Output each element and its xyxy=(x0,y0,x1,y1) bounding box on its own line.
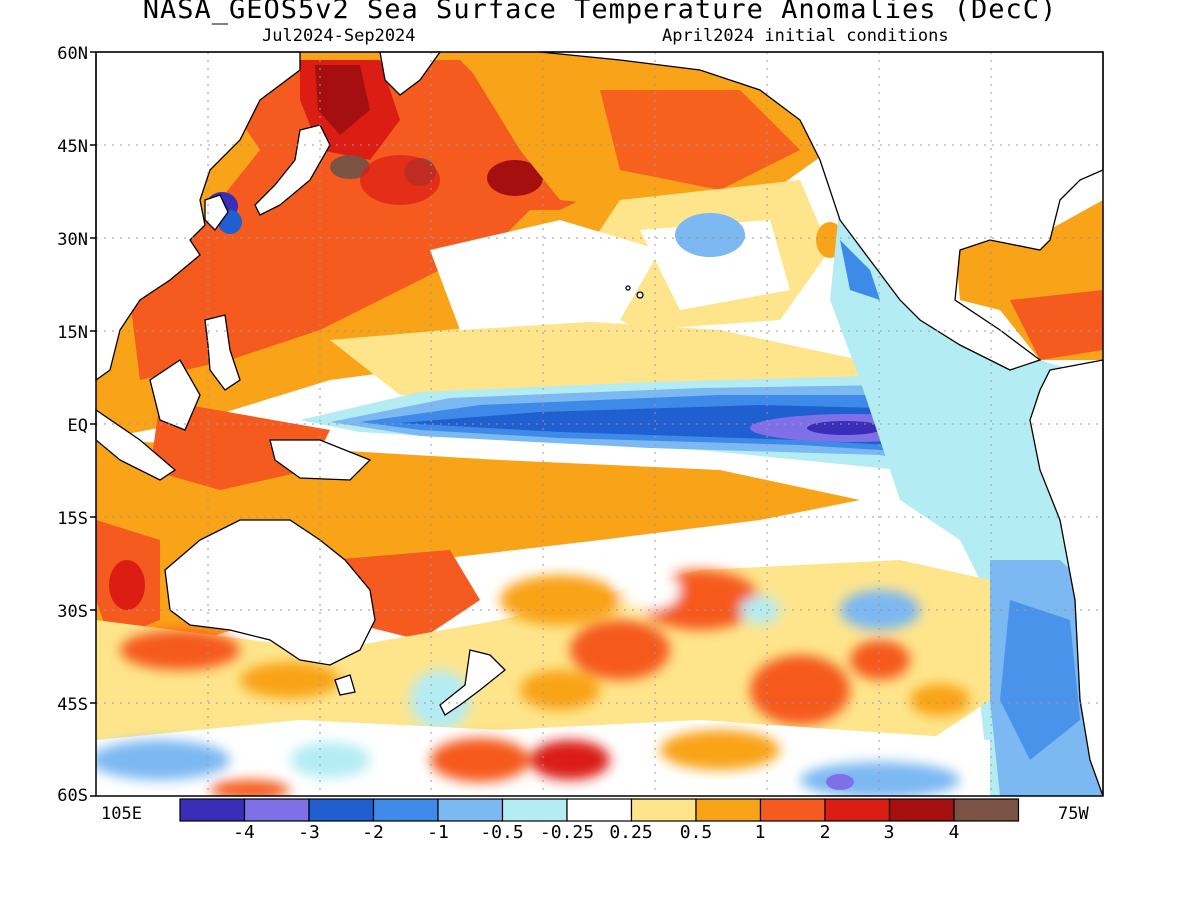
lat-label-15n: 15N xyxy=(57,323,88,343)
lat-label-60n: 60N xyxy=(57,44,88,64)
colorbar-label: 0.25 xyxy=(609,822,653,843)
colorbar-swatch xyxy=(630,798,697,822)
colorbar-swatch xyxy=(566,798,633,822)
lat-label-15s: 15S xyxy=(57,509,88,529)
colorbar-label: -1 xyxy=(427,822,449,843)
lat-label-30s: 30S xyxy=(57,602,88,622)
lat-label-45n: 45N xyxy=(57,137,88,157)
lat-label-eq: EQ xyxy=(67,416,88,436)
colorbar-swatch xyxy=(695,798,762,822)
colorbar-swatch xyxy=(243,798,310,822)
colorbar-label: -0.25 xyxy=(539,822,595,843)
colorbar-label: 2 xyxy=(819,822,831,843)
anomaly-field xyxy=(96,52,1103,796)
lon-label-75w: 75W xyxy=(1058,804,1089,824)
lat-label-30n: 30N xyxy=(57,230,88,250)
initial-conditions: April2024 initial conditions xyxy=(662,26,949,46)
colorbar-swatch xyxy=(372,798,439,822)
colorbar-label: 4 xyxy=(948,822,960,843)
colorbar-swatch xyxy=(179,798,246,822)
colorbar-swatch xyxy=(501,798,568,822)
colorbar-label: -4 xyxy=(233,822,255,843)
colorbar-label: -0.5 xyxy=(480,822,524,843)
lat-label-60s: 60S xyxy=(57,786,88,806)
colorbar-swatch xyxy=(437,798,504,822)
colorbar-label: 0.5 xyxy=(679,822,713,843)
colorbar xyxy=(179,798,1020,822)
coastlines xyxy=(95,51,1104,797)
colorbar-label: -3 xyxy=(298,822,320,843)
lat-label-45s: 45S xyxy=(57,695,88,715)
lon-label-105e: 105E xyxy=(101,804,142,824)
colorbar-swatch xyxy=(824,798,891,822)
colorbar-label: 1 xyxy=(754,822,766,843)
colorbar-label: -2 xyxy=(362,822,384,843)
forecast-period: Jul2024-Sep2024 xyxy=(262,26,416,46)
map-title: NASA_GEOS5v2 Sea Surface Temperature Ano… xyxy=(142,0,1058,25)
colorbar-swatch xyxy=(953,798,1020,822)
colorbar-label: 3 xyxy=(883,822,895,843)
colorbar-swatch xyxy=(888,798,955,822)
colorbar-swatch xyxy=(759,798,826,822)
colorbar-swatch xyxy=(308,798,375,822)
